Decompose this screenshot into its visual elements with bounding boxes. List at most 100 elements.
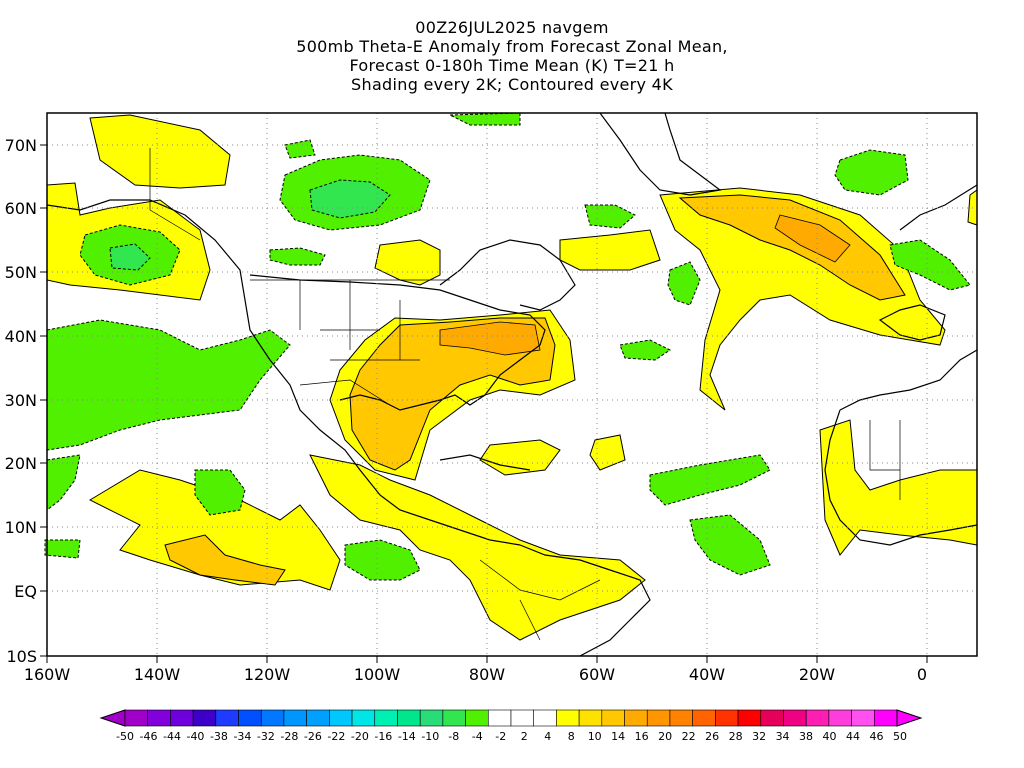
colorbar-swatch bbox=[692, 709, 716, 727]
colorbar-swatch bbox=[374, 709, 398, 727]
colorbar-swatch bbox=[442, 709, 466, 727]
lon-label: 20W bbox=[799, 665, 835, 684]
colorbar-label: 44 bbox=[846, 730, 860, 743]
lat-label: 50N bbox=[5, 263, 37, 282]
colorbar-swatch bbox=[669, 709, 693, 727]
colorbar-label: -20 bbox=[351, 730, 369, 743]
colorbar-swatch bbox=[329, 709, 353, 727]
lat-lon-grid bbox=[47, 113, 977, 656]
map-panel bbox=[40, 112, 978, 663]
colorbar-label: 20 bbox=[658, 730, 672, 743]
lat-label: 10N bbox=[5, 518, 37, 537]
colorbar-label: -50 bbox=[116, 730, 134, 743]
colorbar-label: 22 bbox=[682, 730, 696, 743]
lon-label: 40W bbox=[689, 665, 725, 684]
colorbar-swatch bbox=[556, 709, 580, 727]
colorbar-swatch bbox=[510, 709, 535, 727]
lat-label: 60N bbox=[5, 199, 37, 218]
colorbar-label: 16 bbox=[635, 730, 649, 743]
colorbar-label: 14 bbox=[611, 730, 625, 743]
colorbar-swatch bbox=[124, 709, 149, 727]
colorbar-label: 4 bbox=[544, 730, 551, 743]
colorbar-swatch bbox=[805, 709, 830, 727]
title-line-2: 500mb Theta-E Anomaly from Forecast Zona… bbox=[296, 37, 728, 56]
colorbar-label: 2 bbox=[521, 730, 528, 743]
colorbar-label: -8 bbox=[448, 730, 459, 743]
colorbar-label: 46 bbox=[870, 730, 884, 743]
colorbar-label: -4 bbox=[472, 730, 483, 743]
colorbar-swatch bbox=[351, 709, 376, 727]
lon-label: 0 bbox=[917, 665, 927, 684]
colorbar-label: -46 bbox=[140, 730, 158, 743]
colorbar-swatch bbox=[192, 709, 217, 727]
colorbar-swatch bbox=[260, 709, 285, 727]
colorbar-label: 8 bbox=[568, 730, 575, 743]
colorbar-right-arrow bbox=[896, 709, 923, 727]
colorbar-label: -14 bbox=[398, 730, 416, 743]
colorbar-label: -34 bbox=[233, 730, 251, 743]
colorbar-swatch bbox=[737, 709, 762, 727]
colorbar-swatch bbox=[419, 709, 444, 727]
colorbar-swatch bbox=[170, 709, 194, 727]
colorbar-label: 28 bbox=[729, 730, 743, 743]
colorbar-label: -22 bbox=[327, 730, 345, 743]
axis-ticks bbox=[40, 144, 928, 663]
colorbar-swatch bbox=[851, 709, 875, 727]
lon-label: 80W bbox=[469, 665, 505, 684]
country-borders bbox=[149, 148, 901, 641]
colorbar-swatch bbox=[760, 709, 784, 727]
colorbar-swatch bbox=[646, 709, 671, 727]
colorbar-label: -32 bbox=[257, 730, 275, 743]
lon-label: 140W bbox=[134, 665, 181, 684]
title-line-4: Shading every 2K; Contoured every 4K bbox=[351, 75, 673, 94]
colorbar-label: -26 bbox=[304, 730, 322, 743]
lon-label: 60W bbox=[579, 665, 615, 684]
colorbar-label: 40 bbox=[823, 730, 837, 743]
colorbar-swatch bbox=[487, 709, 512, 727]
colorbar-label: 34 bbox=[776, 730, 790, 743]
strong-positive-anomaly-regions bbox=[164, 194, 906, 586]
lat-label: 30N bbox=[5, 391, 37, 410]
core-negative-anomaly-regions bbox=[109, 179, 391, 271]
negative-anomaly-regions bbox=[44, 112, 971, 581]
colorbar-left-arrow bbox=[99, 709, 126, 727]
colorbar-label: 38 bbox=[799, 730, 813, 743]
colorbar-swatch bbox=[578, 709, 603, 727]
colorbar-swatch bbox=[873, 709, 898, 727]
colorbar-swatch bbox=[533, 709, 557, 727]
lon-labels: 160W 140W 120W 100W 80W 60W 40W 20W 0 bbox=[24, 665, 927, 684]
colorbar-label: -28 bbox=[280, 730, 298, 743]
colorbar-swatch bbox=[601, 709, 625, 727]
title-line-3: Forecast 0-180h Time Mean (K) T=21 h bbox=[349, 56, 675, 75]
colorbar-label: -38 bbox=[210, 730, 228, 743]
colorbar-swatch bbox=[624, 709, 648, 727]
colorbar-swatch bbox=[238, 709, 262, 727]
colorbar-label: 10 bbox=[588, 730, 602, 743]
colorbar-label: -40 bbox=[186, 730, 204, 743]
coastlines bbox=[46, 112, 978, 657]
colorbar-swatch bbox=[306, 709, 330, 727]
colorbar-swatch bbox=[283, 709, 307, 727]
colorbar-swatch bbox=[147, 709, 171, 727]
lat-label: EQ bbox=[14, 582, 37, 601]
lat-label: 10S bbox=[6, 647, 37, 666]
lon-label: 160W bbox=[24, 665, 71, 684]
colorbar-label: -10 bbox=[421, 730, 439, 743]
lon-label: 120W bbox=[244, 665, 291, 684]
lat-label: 70N bbox=[5, 136, 37, 155]
map-frame bbox=[46, 112, 978, 657]
colorbar-label: -44 bbox=[163, 730, 181, 743]
colorbar-label: 26 bbox=[705, 730, 719, 743]
colorbar-swatch bbox=[783, 709, 807, 727]
colorbar-swatch bbox=[828, 709, 852, 727]
lat-labels: 70N 60N 50N 40N 30N 20N 10N EQ 10S bbox=[5, 136, 37, 666]
colorbar-label: 50 bbox=[893, 730, 907, 743]
colorbar-swatch bbox=[215, 709, 239, 727]
colorbar-label: -2 bbox=[495, 730, 506, 743]
colorbar-label: -16 bbox=[374, 730, 392, 743]
colorbar-swatch bbox=[715, 709, 739, 727]
core-positive-anomaly-regions bbox=[439, 214, 851, 356]
colorbar: -50 -46 -44 -40 -38 -34 -32 -28 -26 -22 -20 -16 -14-… bbox=[99, 709, 923, 743]
title-line-1: 00Z26JUL2025 navgem bbox=[415, 18, 609, 37]
